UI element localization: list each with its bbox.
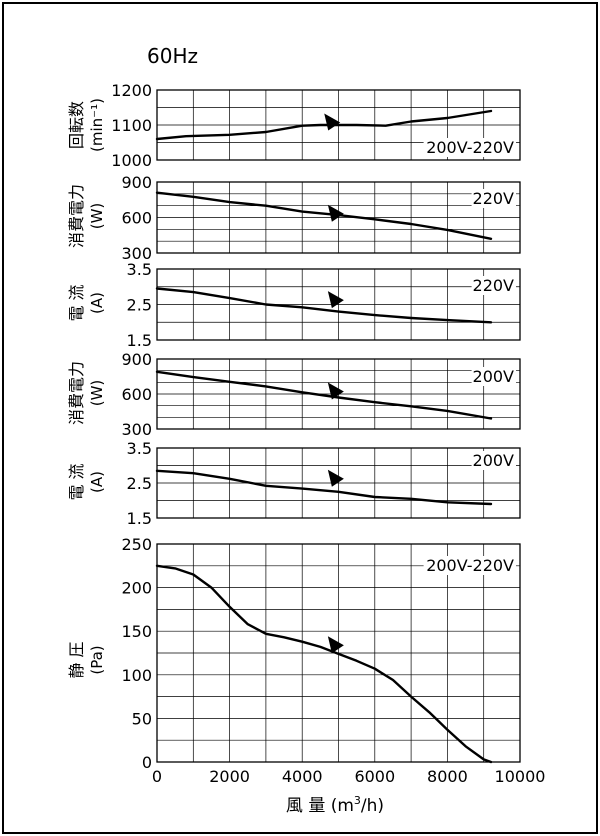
y-tick-label: 3.5 xyxy=(127,260,152,279)
operating-point-marker xyxy=(324,113,341,131)
panel-3: 1.5 2.5 3.5 電 流 (A) 220V xyxy=(67,260,521,350)
x-tick-label: 6000 xyxy=(354,767,395,786)
y-axis-label: 回転数 xyxy=(67,101,86,149)
operating-point-marker xyxy=(327,469,344,487)
y-axis-unit: (W) xyxy=(88,203,106,230)
panel-6: 0 50 100 150 200 250 静 圧 (Pa) 200V-220V xyxy=(67,535,521,772)
plot-frame xyxy=(156,89,521,161)
x-tick-label: 4000 xyxy=(282,767,323,786)
y-axis-label: 電 流 xyxy=(67,463,86,500)
annotation-backing xyxy=(471,189,516,208)
y-tick-label: 50 xyxy=(132,709,152,728)
y-tick-label: 900 xyxy=(121,173,152,192)
series-line xyxy=(155,564,493,764)
series-line xyxy=(155,469,493,506)
x-axis-label: 風 量 (m3/h) xyxy=(286,794,384,816)
y-tick-label: 1.5 xyxy=(127,509,152,528)
operating-point-marker xyxy=(327,204,344,222)
voltage-annotation: 200V-220V xyxy=(426,138,514,157)
y-tick-label: 2.5 xyxy=(127,474,152,493)
y-axis-label: 消費電力 xyxy=(67,184,86,248)
y-tick-label: 1000 xyxy=(111,151,152,170)
annotation-backing xyxy=(471,367,516,386)
y-axis-unit: (A) xyxy=(88,292,106,314)
y-tick-label: 600 xyxy=(121,385,152,404)
y-tick-label: 300 xyxy=(121,244,152,263)
series-line xyxy=(155,287,493,324)
annotation-backing xyxy=(423,556,516,575)
y-tick-label: 3.5 xyxy=(127,439,152,458)
voltage-annotation: 200V-220V xyxy=(426,556,514,575)
plot-frame xyxy=(156,181,521,254)
y-tick-label: 100 xyxy=(121,666,152,685)
chart-title: 60Hz xyxy=(147,44,198,68)
y-axis-unit: (W) xyxy=(88,380,106,407)
y-tick-label: 1200 xyxy=(111,81,152,100)
y-tick-label: 1100 xyxy=(111,116,152,135)
voltage-annotation: 200V xyxy=(473,451,515,470)
plot-frame xyxy=(156,358,521,430)
y-tick-label: 1.5 xyxy=(127,331,152,350)
y-axis-label: 電 流 xyxy=(67,284,86,321)
plot-frame xyxy=(156,268,521,341)
y-tick-label: 150 xyxy=(121,622,152,641)
y-tick-label: 300 xyxy=(121,420,152,439)
series-line xyxy=(155,370,493,420)
operating-point-marker xyxy=(327,291,344,309)
voltage-annotation: 220V xyxy=(473,189,515,208)
y-axis-unit: (min⁻¹) xyxy=(88,98,106,152)
series-line xyxy=(155,109,493,141)
y-axis-unit: (A) xyxy=(88,471,106,493)
annotation-backing xyxy=(423,138,516,157)
operating-point-marker xyxy=(327,636,344,654)
plot-frame xyxy=(156,543,521,763)
y-axis-label: 静 圧 xyxy=(67,641,86,678)
annotation-backing xyxy=(471,276,516,295)
x-tick-label: 8000 xyxy=(427,767,468,786)
x-tick-label: 2000 xyxy=(209,767,250,786)
y-tick-label: 250 xyxy=(121,535,152,554)
x-tick-label: 0 xyxy=(152,767,162,786)
voltage-annotation: 200V xyxy=(473,367,515,386)
y-tick-label: 900 xyxy=(121,350,152,369)
operating-point-marker xyxy=(327,382,344,400)
annotation-backing xyxy=(471,451,516,470)
y-tick-label: 600 xyxy=(121,209,152,228)
y-tick-label: 200 xyxy=(121,579,152,598)
y-tick-label: 0 xyxy=(142,753,152,772)
panel-5: 1.5 2.5 3.5 電 流 (A) 200V xyxy=(67,439,521,528)
voltage-annotation: 220V xyxy=(473,276,515,295)
y-axis-unit: (Pa) xyxy=(88,645,106,674)
y-tick-label: 2.5 xyxy=(127,296,152,315)
y-axis-label: 消費電力 xyxy=(67,361,86,425)
x-axis: 0 2000 4000 6000 8000 10000 xyxy=(152,767,546,786)
panel-4: 300 600 900 消費電力 (W) 200V xyxy=(67,350,521,439)
plot-frame xyxy=(156,447,521,519)
x-tick-label: 10000 xyxy=(495,767,546,786)
panel-1: 1000 1100 1200 回転数 (min⁻¹) 200V-220V xyxy=(67,81,521,170)
panel-2: 300 600 900 消費電力 (W) 220V xyxy=(67,173,521,263)
series-line xyxy=(155,191,493,241)
